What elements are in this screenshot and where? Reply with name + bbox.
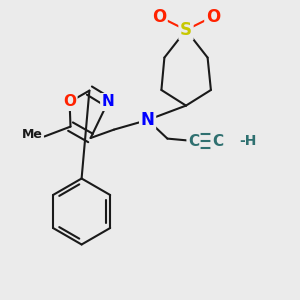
- Text: N: N: [141, 111, 154, 129]
- Text: C: C: [212, 134, 223, 148]
- Text: O: O: [152, 8, 166, 26]
- Text: O: O: [63, 94, 76, 110]
- Text: Me: Me: [22, 128, 43, 142]
- Text: -H: -H: [239, 134, 257, 148]
- Text: O: O: [206, 8, 220, 26]
- Text: C: C: [188, 134, 199, 148]
- Text: N: N: [102, 94, 114, 110]
- Text: S: S: [180, 21, 192, 39]
